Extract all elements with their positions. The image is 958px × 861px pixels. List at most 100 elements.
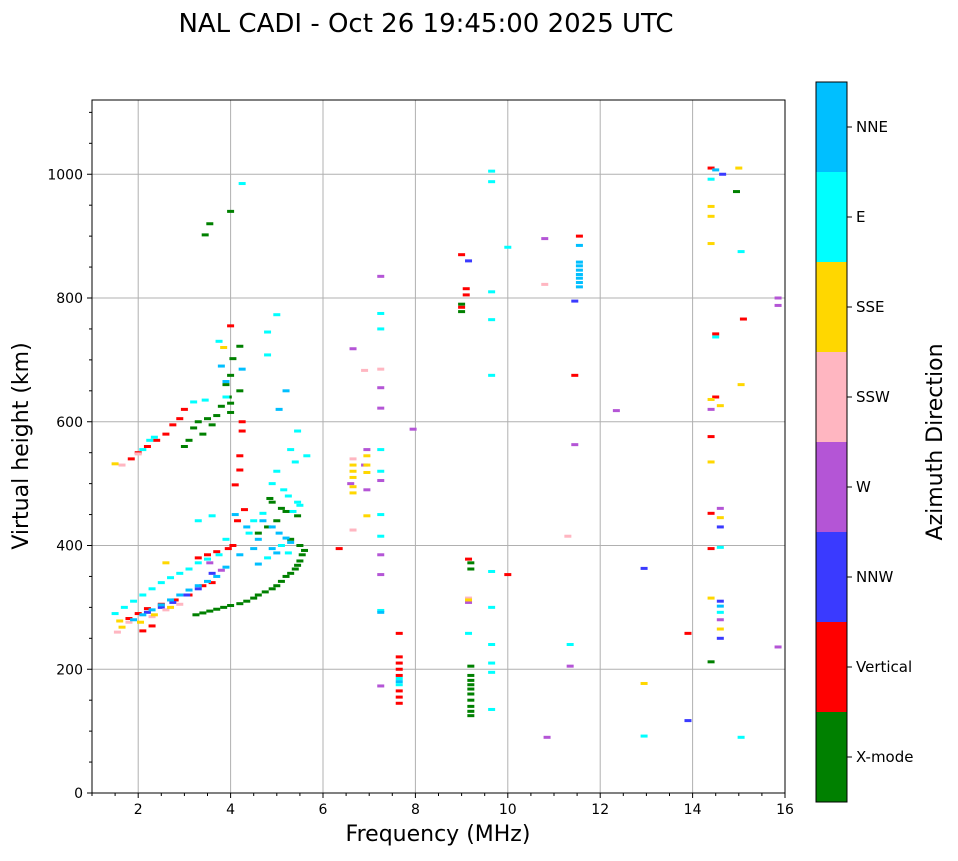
data-point-e bbox=[208, 514, 216, 518]
data-point-e bbox=[465, 631, 473, 635]
data-point-w bbox=[774, 645, 782, 649]
data-point-e bbox=[284, 551, 292, 555]
colorbar-label: X-mode bbox=[856, 748, 913, 766]
data-point-xmode bbox=[467, 687, 475, 691]
data-point-nne bbox=[222, 380, 230, 384]
data-point-e bbox=[215, 553, 223, 557]
data-point-w bbox=[363, 488, 371, 492]
data-point-vertical bbox=[231, 483, 239, 487]
data-point-e bbox=[737, 250, 745, 254]
data-point-w bbox=[541, 237, 549, 241]
data-point-xmode bbox=[250, 596, 258, 600]
y-axis-title: Virtual height (km) bbox=[9, 342, 34, 549]
data-point-w bbox=[612, 409, 620, 413]
y-axis-ticks: 0 200 400 600 800 1000 bbox=[47, 111, 92, 802]
data-point-e bbox=[284, 494, 292, 498]
data-point-e bbox=[185, 567, 193, 571]
data-point-sse bbox=[737, 383, 745, 387]
data-point-e bbox=[289, 509, 297, 513]
data-point-xmode bbox=[467, 678, 475, 682]
data-point-vertical bbox=[395, 667, 403, 671]
data-point-w bbox=[347, 482, 355, 486]
data-point-nne bbox=[268, 525, 276, 529]
data-point-e bbox=[150, 435, 158, 439]
data-point-vertical bbox=[224, 547, 232, 551]
data-point-vertical bbox=[240, 508, 248, 512]
y-tick-label: 200 bbox=[56, 662, 83, 678]
data-point-e bbox=[294, 429, 302, 433]
data-point-sse bbox=[363, 514, 371, 518]
data-point-vertical bbox=[143, 445, 151, 448]
data-point-sse bbox=[707, 460, 715, 464]
data-point-vertical bbox=[571, 373, 579, 377]
data-point-vertical bbox=[194, 556, 202, 560]
data-points bbox=[111, 166, 782, 739]
data-point-sse bbox=[465, 598, 473, 602]
data-point-nnw bbox=[716, 636, 724, 640]
colorbar: X-mode Vertical NNW W SSW SSE E NNE bbox=[815, 81, 913, 803]
data-point-e bbox=[273, 469, 281, 473]
data-point-vertical bbox=[707, 166, 715, 170]
data-point-xmode bbox=[467, 692, 475, 696]
data-point-xmode bbox=[236, 344, 244, 348]
data-point-xmode bbox=[287, 571, 295, 575]
data-point-vertical bbox=[395, 655, 403, 659]
data-point-e bbox=[245, 531, 253, 535]
data-point-sse bbox=[716, 627, 724, 631]
data-point-e bbox=[157, 581, 165, 585]
data-point-e bbox=[488, 169, 496, 173]
data-point-e bbox=[190, 400, 198, 404]
data-point-e bbox=[148, 587, 156, 591]
data-point-e bbox=[716, 610, 724, 614]
data-point-xmode bbox=[273, 519, 281, 523]
data-point-xmode bbox=[227, 604, 235, 608]
data-point-e bbox=[139, 593, 147, 597]
data-point-e bbox=[737, 735, 745, 739]
data-point-nne bbox=[575, 276, 583, 280]
data-point-e bbox=[264, 353, 272, 357]
data-point-e bbox=[194, 561, 202, 565]
data-point-vertical bbox=[208, 581, 216, 585]
data-point-nnw bbox=[716, 525, 724, 529]
data-point-e bbox=[488, 569, 496, 573]
x-tick-label: 12 bbox=[591, 802, 609, 818]
data-point-ssw bbox=[361, 368, 369, 372]
data-point-xmode bbox=[261, 590, 269, 594]
data-point-sse bbox=[640, 681, 648, 685]
colorbar-title: Azimuth Direction bbox=[923, 343, 948, 540]
data-point-sse bbox=[707, 204, 715, 208]
data-point-xmode bbox=[467, 698, 475, 702]
x-tick-label: 16 bbox=[776, 802, 794, 818]
data-point-nnw bbox=[169, 600, 177, 604]
data-point-e bbox=[303, 454, 311, 458]
data-point-nnw bbox=[719, 172, 727, 176]
data-point-xmode bbox=[254, 593, 262, 597]
data-point-xmode bbox=[282, 574, 290, 578]
data-point-vertical bbox=[171, 598, 179, 602]
data-point-xmode bbox=[199, 611, 207, 615]
data-point-xmode bbox=[458, 302, 466, 306]
data-point-vertical bbox=[504, 573, 512, 577]
data-point-nnw bbox=[183, 593, 191, 597]
data-point-w bbox=[349, 347, 357, 351]
colorbar-segment bbox=[816, 442, 847, 532]
data-point-vertical bbox=[204, 553, 211, 557]
data-point-e bbox=[238, 182, 246, 186]
data-point-sse bbox=[349, 463, 357, 467]
data-point-e bbox=[377, 534, 385, 538]
data-point-sse bbox=[137, 620, 145, 624]
colorbar-label: SSW bbox=[856, 388, 890, 406]
data-point-nne bbox=[222, 565, 230, 569]
data-point-xmode bbox=[264, 525, 272, 529]
data-point-xmode bbox=[227, 410, 235, 414]
data-point-xmode bbox=[222, 383, 230, 387]
data-point-vertical bbox=[162, 432, 170, 436]
data-point-e bbox=[712, 335, 720, 339]
data-point-e bbox=[377, 513, 385, 517]
data-point-ssw bbox=[176, 602, 184, 606]
data-point-nne bbox=[275, 407, 283, 411]
data-point-vertical bbox=[176, 417, 184, 421]
data-point-w bbox=[377, 274, 385, 278]
data-point-e bbox=[488, 670, 496, 674]
x-axis-title: Frequency (MHz) bbox=[346, 822, 531, 847]
